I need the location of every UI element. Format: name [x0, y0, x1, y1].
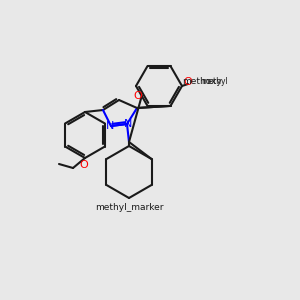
Text: O: O	[80, 160, 88, 170]
Text: N: N	[124, 119, 132, 129]
Text: O: O	[184, 77, 192, 87]
Text: N: N	[106, 121, 114, 131]
Text: methyl: methyl	[201, 76, 228, 85]
Text: methyl_marker: methyl_marker	[95, 203, 163, 212]
Text: O: O	[134, 91, 142, 101]
Text: methoxy: methoxy	[182, 77, 222, 86]
